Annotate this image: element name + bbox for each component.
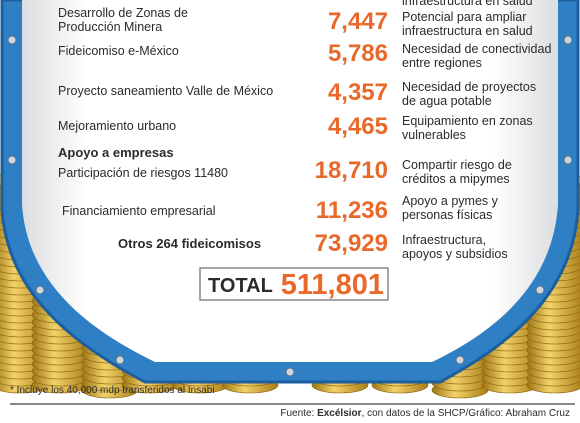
others-purpose: Infraestructura, apoyos y subsidios bbox=[402, 233, 508, 261]
rivet bbox=[115, 355, 125, 365]
row-purpose: Apoyo a pymes y personas físicas bbox=[402, 194, 498, 222]
row-purpose: Necesidad de proyectos de agua potable bbox=[402, 80, 537, 108]
row-label: Financiamiento empresarial bbox=[62, 204, 216, 218]
rivet bbox=[455, 355, 465, 365]
row-label: Desarrollo de Zonas de Producción Minera bbox=[58, 6, 188, 34]
footnote: * Incluye los 40,000 mdp transferidos al… bbox=[10, 385, 215, 396]
total-label: TOTAL bbox=[208, 275, 273, 297]
rivet bbox=[563, 155, 573, 165]
row-amount: 5,786 bbox=[327, 40, 388, 67]
others-amount: 73,929 bbox=[314, 230, 388, 257]
row-amount: 18,710 bbox=[314, 157, 388, 184]
row-label: Participación de riesgos 11480 bbox=[58, 166, 229, 180]
source-rest: , con datos de la SHCP/Gráfico: Abraham … bbox=[361, 408, 570, 419]
rivets bbox=[7, 35, 573, 377]
row-label: Fideicomiso e-México bbox=[58, 44, 179, 58]
rivet bbox=[535, 285, 545, 295]
row-amount: 11,236 bbox=[315, 197, 388, 224]
shield-inner bbox=[22, 0, 558, 362]
row-label: Mejoramiento urbano bbox=[58, 119, 177, 133]
row-amount: 7,447 bbox=[327, 8, 388, 35]
row-amount: 4,465 bbox=[327, 113, 388, 140]
source-prefix: Fuente: bbox=[280, 408, 318, 419]
row-purpose: Necesidad de conectividad entre regiones bbox=[402, 42, 552, 70]
rivet bbox=[35, 285, 45, 295]
rivet bbox=[285, 367, 295, 377]
rivet bbox=[7, 35, 17, 45]
row-purpose: Potencial para ampliar infraestructura e… bbox=[402, 10, 533, 38]
rivet bbox=[563, 35, 573, 45]
row-label: Proyecto saneamiento Valle de México bbox=[58, 84, 274, 98]
source: Fuente: Excélsior, con datos de la SHCP/… bbox=[280, 408, 570, 420]
rivet bbox=[7, 155, 17, 165]
top-cut-text: infraestructura en salud bbox=[402, 0, 533, 8]
total-box bbox=[199, 267, 389, 301]
section-title: Apoyo a empresas bbox=[58, 145, 174, 160]
row-amount: 4,357 bbox=[327, 79, 388, 106]
row-purpose: Equipamiento en zonas vulnerables bbox=[402, 114, 533, 142]
source-outlet: Excélsior bbox=[317, 408, 362, 419]
row-purpose: Compartir riesgo de créditos a mipymes bbox=[402, 158, 512, 186]
others-label: Otros 264 fideicomisos bbox=[118, 236, 262, 251]
total-amount: 511,801 bbox=[280, 269, 384, 301]
